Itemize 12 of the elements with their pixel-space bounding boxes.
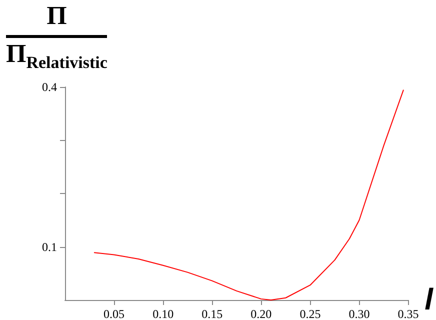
x-tick-label: 0.35 <box>398 307 419 320</box>
x-tick-label: 0.05 <box>104 307 125 320</box>
x-tick-label: 0.15 <box>202 307 223 320</box>
x-tick-label: 0.25 <box>300 307 321 320</box>
y-tick-label: 0.4 <box>42 80 57 94</box>
x-tick-label: 0.30 <box>348 307 370 320</box>
x-tick-label: 0.10 <box>152 307 174 320</box>
x-tick-label: 0.20 <box>250 307 272 320</box>
y-tick-label: 0.1 <box>42 240 57 254</box>
x-axis-title: l <box>424 284 434 316</box>
line-series <box>94 90 404 300</box>
y-axis-title: Π Π$_{Relativistic}$ <box>6 1 108 72</box>
